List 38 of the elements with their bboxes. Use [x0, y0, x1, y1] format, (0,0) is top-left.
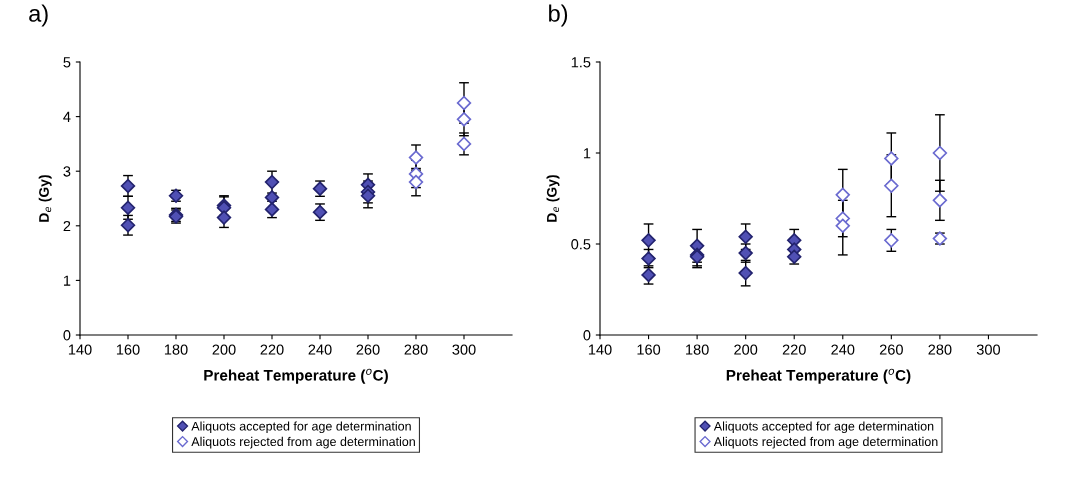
y-tick-label: 2	[63, 220, 71, 232]
x-tick-label: 280	[928, 344, 952, 355]
x-tick-label: 300	[452, 344, 476, 355]
chart-title: a)	[29, 4, 48, 27]
y-tick-label: 1	[63, 275, 71, 286]
y-axis-title: D$_{e}$ (Gy)	[546, 175, 560, 222]
x-tick-label: 160	[637, 344, 661, 355]
y-tick-label: 5	[63, 57, 71, 68]
legend-label: Aliquots accepted for age determination	[713, 421, 934, 434]
x-tick-label: 220	[260, 344, 284, 355]
y-tick-label: 4	[63, 111, 71, 122]
y-tick-label: 0	[63, 330, 71, 341]
x-tick-label: 300	[976, 344, 1001, 355]
x-axis-title: Preheat Temperature ($^{o}$C)	[726, 368, 911, 384]
x-tick-label: 140	[588, 344, 612, 355]
x-tick-label: 260	[879, 344, 903, 355]
x-tick-label: 280	[404, 344, 428, 355]
x-axis-title: Preheat Temperature ($^{o}$C)	[204, 368, 388, 384]
x-tick-label: 140	[68, 344, 92, 355]
y-tick-label: 1.5	[571, 57, 591, 68]
chart-title: b)	[549, 4, 568, 27]
x-tick-label: 240	[308, 344, 332, 355]
x-tick-label: 220	[782, 344, 806, 355]
x-tick-label: 200	[212, 344, 236, 355]
legend-label: Aliquots rejected from age determination	[191, 436, 415, 449]
x-tick-label: 240	[831, 344, 855, 355]
x-tick-label: 180	[686, 344, 709, 355]
x-tick-label: 260	[356, 344, 380, 355]
legend-label: Aliquots rejected from age determination	[713, 436, 938, 449]
x-tick-label: 160	[116, 344, 140, 355]
x-tick-label: 200	[734, 344, 758, 355]
y-axis-title: D$_{e}$ (Gy)	[38, 175, 52, 222]
legend-label: Aliquots accepted for age determination	[191, 421, 411, 434]
y-tick-label: 0	[583, 330, 591, 341]
y-tick-label: 1	[583, 148, 591, 159]
y-tick-label: 0.5	[571, 239, 591, 250]
x-tick-label: 180	[164, 344, 188, 355]
y-tick-label: 3	[63, 166, 71, 177]
